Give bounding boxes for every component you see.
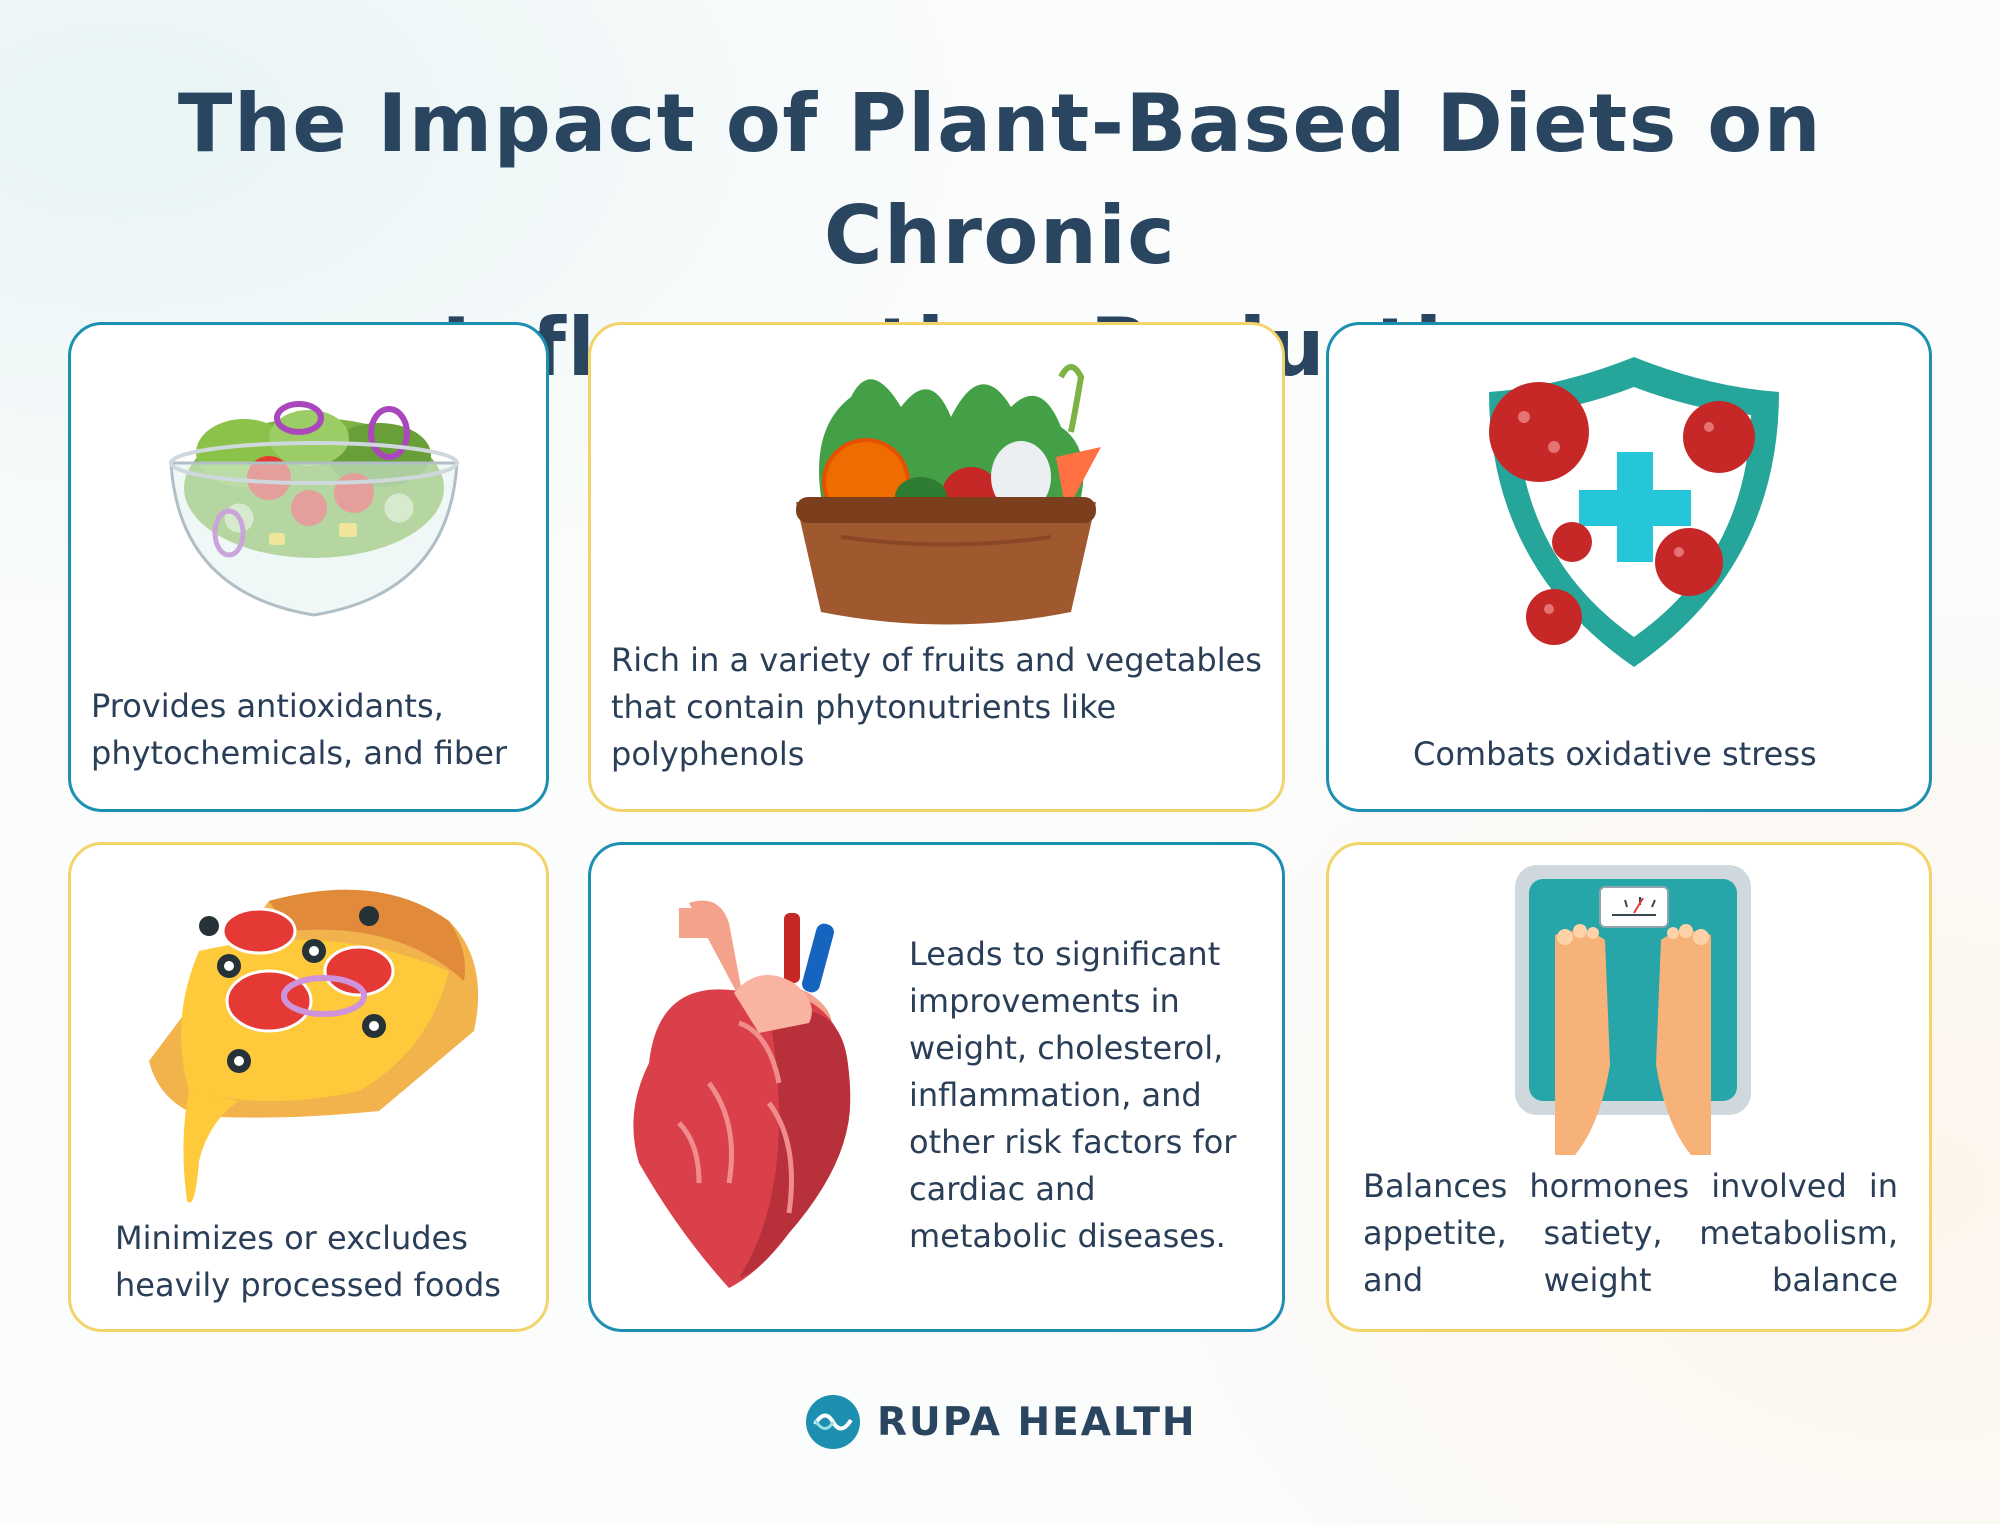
pizza-slice-icon: [149, 889, 479, 1203]
card-processed-foods: Minimizes or excludes heavily processed …: [68, 842, 549, 1332]
virus-shield-icon: [1489, 357, 1779, 667]
bathroom-scale-icon: [1515, 865, 1751, 1155]
salad-bowl-icon: [169, 401, 459, 617]
rupa-health-logo-icon: [806, 1395, 860, 1449]
card-cardiac-improvements: Leads to significant improvements in wei…: [588, 842, 1285, 1332]
vegetable-basket-icon: [796, 364, 1101, 625]
card-text: Combats oxidative stress: [1413, 735, 1817, 773]
heart-icon: [633, 900, 851, 1288]
card-text: Leads to significant improvements in wei…: [909, 935, 1237, 1255]
brand-logo: RUPA HEALTH: [805, 1394, 1197, 1450]
card-text: Rich in a variety of fruits and vegetabl…: [611, 641, 1262, 773]
card-text: Provides antioxidants, phytochemicals, a…: [91, 687, 508, 772]
card-antioxidants: Provides antioxidants, phytochemicals, a…: [68, 322, 549, 812]
card-hormone-balance: Balances hormones involved in appetite, …: [1326, 842, 1932, 1332]
brand-name: RUPA HEALTH: [877, 1399, 1197, 1445]
card-fruits-vegetables: Rich in a variety of fruits and vegetabl…: [588, 322, 1285, 812]
card-text: Minimizes or excludes heavily processed …: [115, 1219, 501, 1304]
title-line-1: The Impact of Plant-Based Diets on Chron…: [177, 77, 1823, 282]
card-text: Balances hormones involved in appetite, …: [1363, 1167, 1898, 1299]
card-oxidative-stress: Combats oxidative stress: [1326, 322, 1932, 812]
